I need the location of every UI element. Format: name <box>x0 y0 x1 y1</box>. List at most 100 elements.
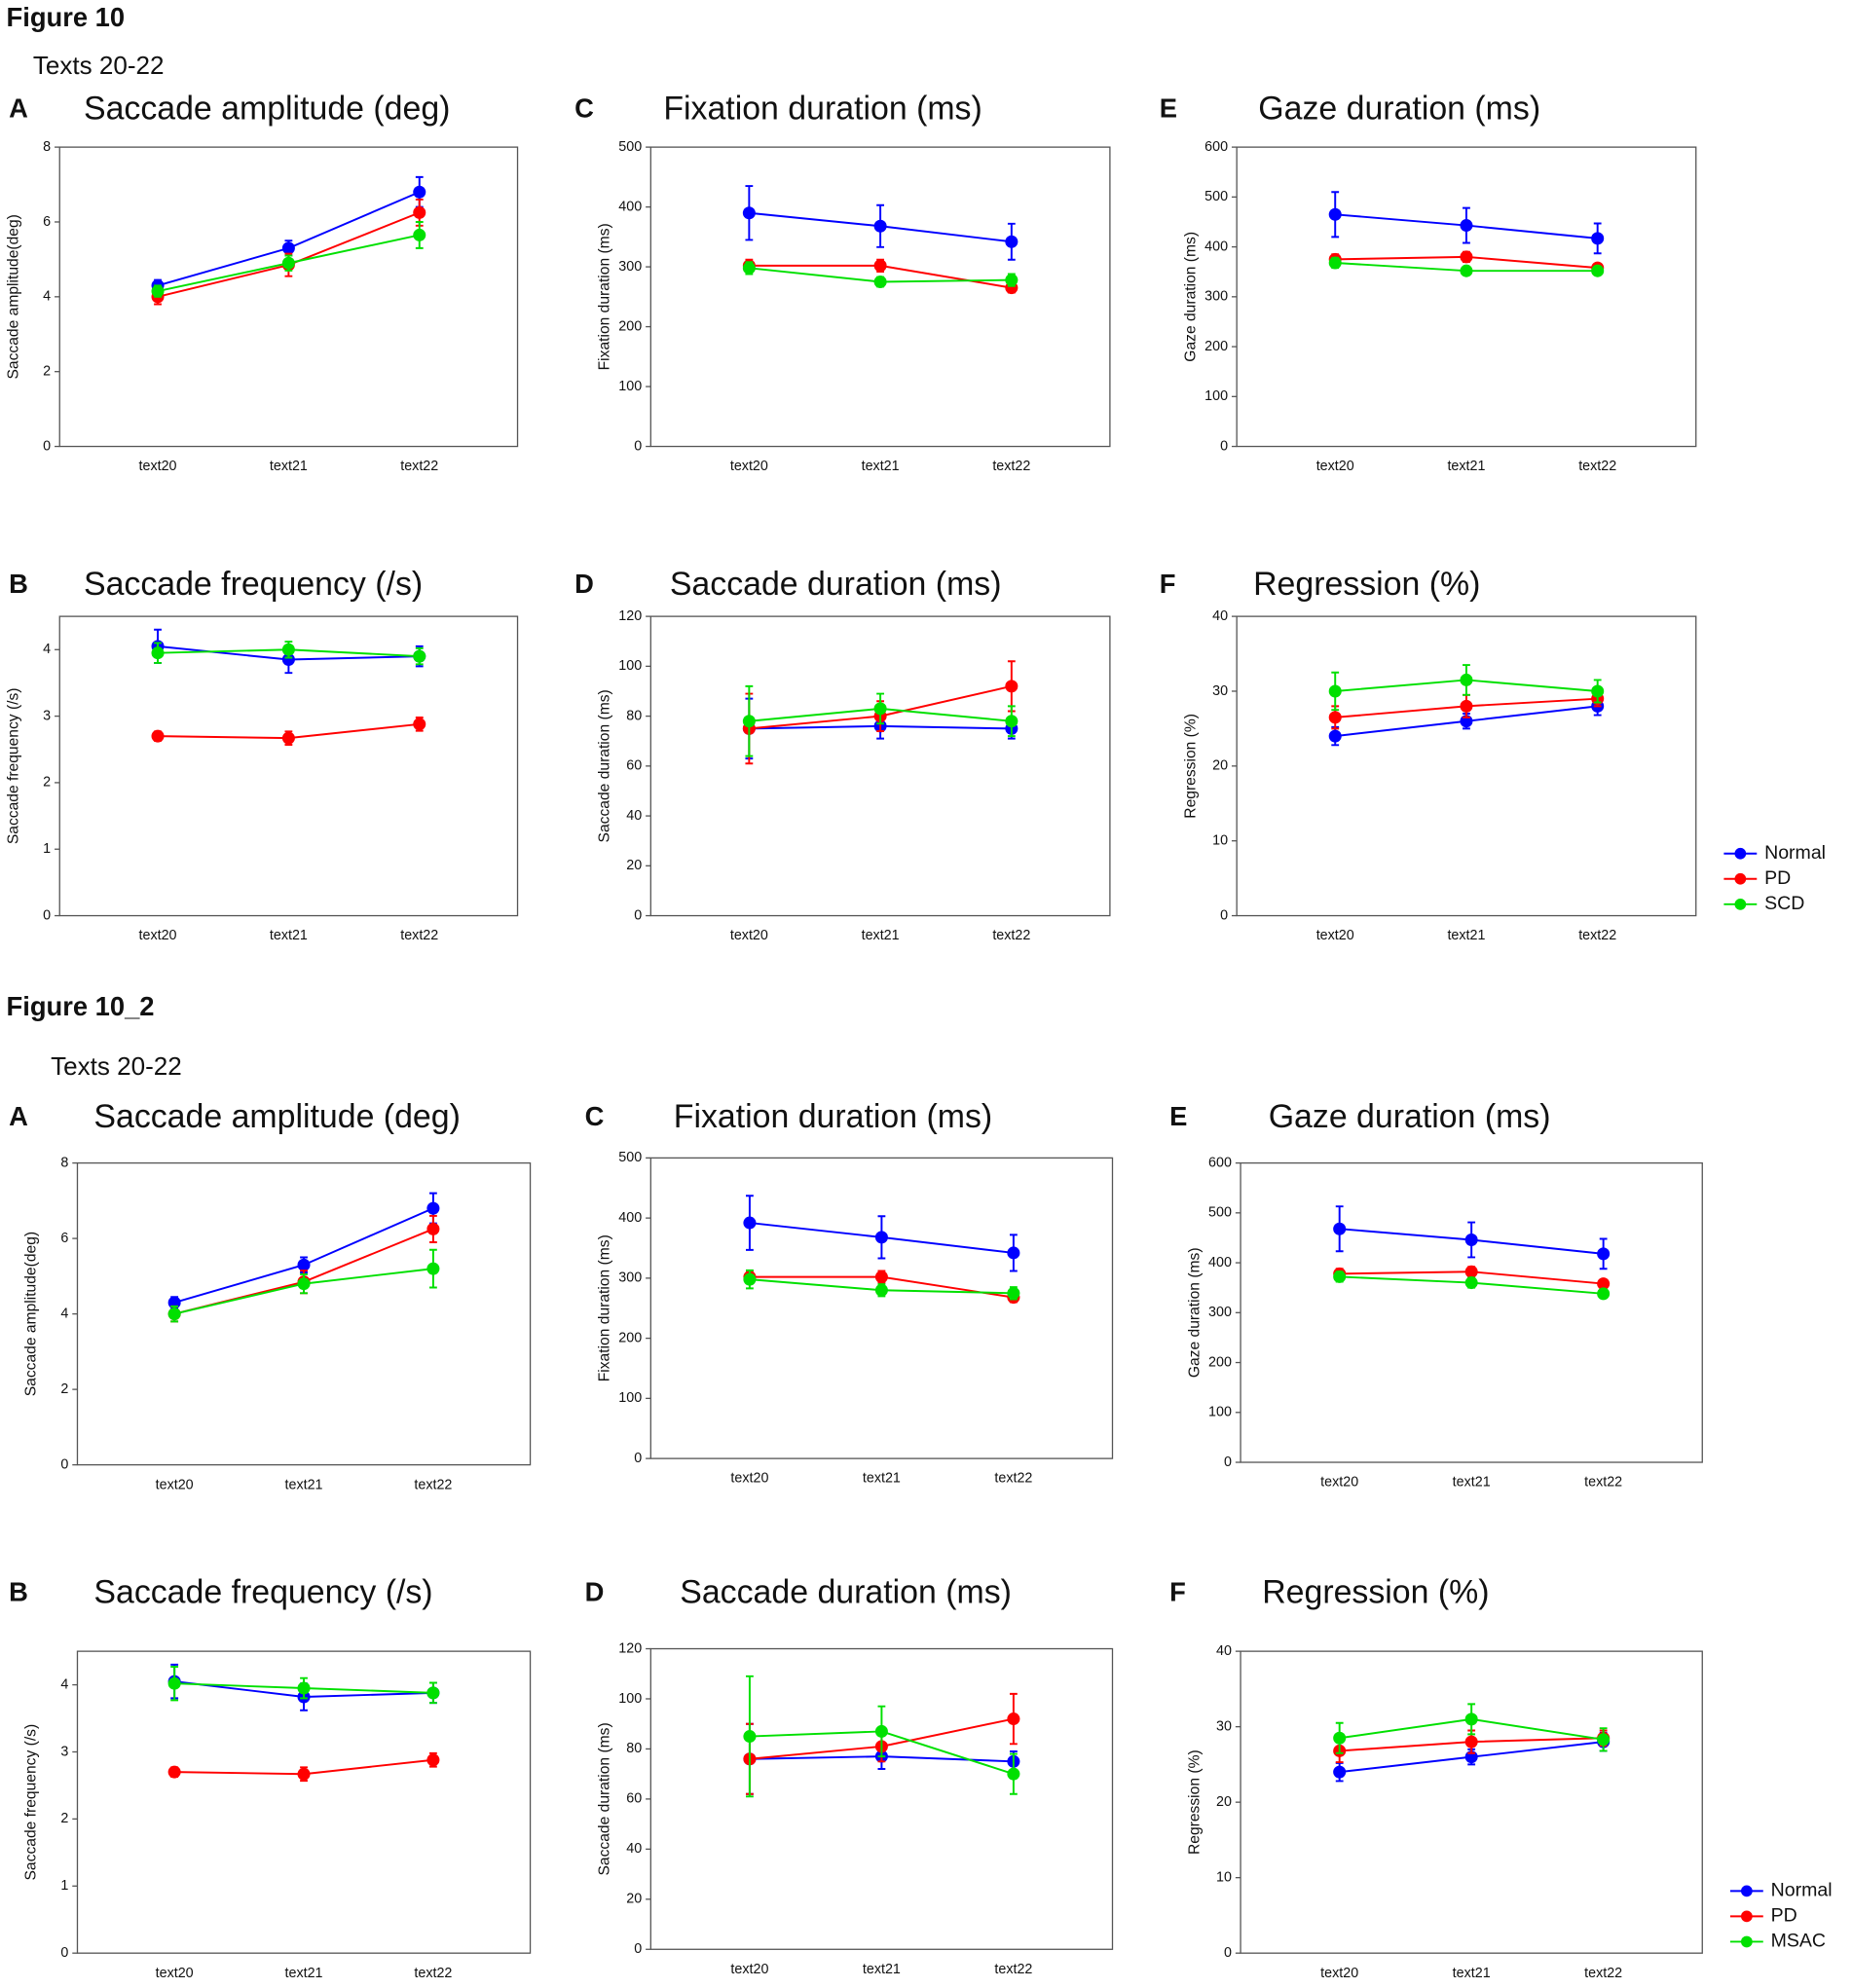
plot-frame <box>76 1650 532 1954</box>
data-point <box>1464 1233 1478 1247</box>
data-point <box>874 1724 888 1738</box>
legend-label: PD <box>1771 1905 1797 1927</box>
y-tick-label: 600 <box>1204 139 1228 155</box>
y-tick-label: 300 <box>618 1270 642 1286</box>
y-tick-label: 500 <box>1204 189 1228 204</box>
x-tick-label: text21 <box>1447 928 1485 943</box>
chart-title: Saccade frequency (/s) <box>84 566 423 603</box>
chart-title: Saccade duration (ms) <box>680 1573 1012 1610</box>
panel-letter: D <box>585 1577 605 1607</box>
panel-letter: A <box>9 1101 28 1131</box>
plot-frame <box>649 146 1111 448</box>
data-point <box>151 646 165 660</box>
y-tick-label: 2 <box>43 363 51 379</box>
data-point <box>297 1258 311 1271</box>
data-point <box>742 261 756 275</box>
data-point <box>1464 1276 1478 1290</box>
data-point <box>1591 232 1605 245</box>
y-tick-label: 30 <box>1216 1718 1232 1734</box>
legend-label: MSAC <box>1771 1931 1826 1952</box>
y-tick-label: 100 <box>618 379 642 394</box>
y-tick-label: 2 <box>60 1811 68 1826</box>
data-point <box>1333 1731 1347 1745</box>
chart-title: Saccade amplitude (deg) <box>93 1098 460 1135</box>
x-tick-label: text22 <box>414 1477 452 1492</box>
x-tick-label: text21 <box>863 1962 901 1977</box>
data-point <box>281 643 295 656</box>
y-tick-label: 500 <box>618 139 642 155</box>
x-tick-label: text22 <box>994 1962 1032 1977</box>
y-tick-label: 4 <box>60 1676 68 1692</box>
data-point <box>742 206 756 220</box>
y-tick-label: 40 <box>626 1841 642 1857</box>
plot-frame <box>1236 146 1697 448</box>
y-tick-label: 200 <box>618 1330 642 1345</box>
panel-letter: C <box>585 1101 605 1131</box>
y-tick-label: 500 <box>1208 1205 1232 1221</box>
data-point <box>873 275 887 288</box>
y-tick-label: 40 <box>1216 1643 1232 1659</box>
data-point <box>743 1272 757 1286</box>
panel-letter: C <box>574 93 594 124</box>
y-tick-label: 30 <box>1212 683 1228 699</box>
data-point <box>167 1676 181 1690</box>
data-point <box>1464 1735 1478 1749</box>
data-point <box>874 1231 888 1244</box>
data-point <box>281 256 295 270</box>
chart-title: Fixation duration (ms) <box>663 90 982 127</box>
data-point <box>1333 1222 1347 1235</box>
x-tick-label: text20 <box>730 1471 768 1487</box>
x-tick-label: text22 <box>994 1471 1032 1487</box>
x-tick-label: text20 <box>730 459 768 474</box>
y-tick-label: 100 <box>618 1390 642 1406</box>
y-tick-label: 300 <box>1204 289 1228 305</box>
chart-title: Gaze duration (ms) <box>1269 1098 1551 1135</box>
x-tick-label: text21 <box>1453 1475 1491 1491</box>
legend-marker <box>1740 1910 1753 1923</box>
data-point <box>297 1277 311 1291</box>
x-tick-label: text21 <box>863 1471 901 1487</box>
data-point <box>1007 1246 1020 1260</box>
x-tick-label: text22 <box>1578 459 1616 474</box>
y-tick-label: 100 <box>1204 388 1228 404</box>
x-tick-label: text21 <box>270 459 308 474</box>
y-tick-label: 8 <box>60 1155 68 1170</box>
panel-letter: F <box>1160 569 1176 599</box>
x-tick-label: text22 <box>400 459 438 474</box>
data-point <box>426 1262 440 1275</box>
data-point <box>413 228 426 241</box>
y-tick-label: 20 <box>1216 1794 1232 1810</box>
y-axis-label: Saccade duration (ms) <box>597 689 613 842</box>
y-tick-label: 3 <box>43 708 51 723</box>
data-point <box>743 1216 757 1230</box>
data-point <box>167 1765 181 1779</box>
figure-subtitle: Texts 20-22 <box>33 51 165 80</box>
y-tick-label: 100 <box>1208 1405 1232 1420</box>
x-tick-label: text22 <box>1584 1966 1622 1981</box>
y-tick-label: 20 <box>626 1892 642 1907</box>
panel-letter: D <box>574 569 594 599</box>
y-axis-label: Saccade amplitude(deg) <box>5 214 21 379</box>
y-tick-label: 0 <box>634 438 642 454</box>
y-tick-label: 400 <box>618 199 642 214</box>
data-point <box>1591 264 1605 277</box>
data-point <box>413 205 426 219</box>
legend-marker <box>1734 847 1747 860</box>
data-point <box>1460 264 1473 277</box>
data-point <box>874 1270 888 1284</box>
data-point <box>1464 1712 1478 1726</box>
data-point <box>1005 715 1019 728</box>
plot-frame <box>76 1161 532 1466</box>
data-point <box>874 1283 888 1297</box>
data-point <box>1328 684 1342 698</box>
y-tick-label: 0 <box>1224 1945 1232 1961</box>
y-tick-label: 100 <box>618 658 642 674</box>
y-tick-label: 6 <box>43 214 51 230</box>
y-tick-label: 1 <box>60 1878 68 1894</box>
data-point <box>742 715 756 728</box>
y-axis-label: Saccade duration (ms) <box>597 1722 613 1875</box>
y-tick-label: 60 <box>626 1791 642 1807</box>
y-tick-label: 60 <box>626 758 642 774</box>
data-point <box>297 1767 311 1781</box>
